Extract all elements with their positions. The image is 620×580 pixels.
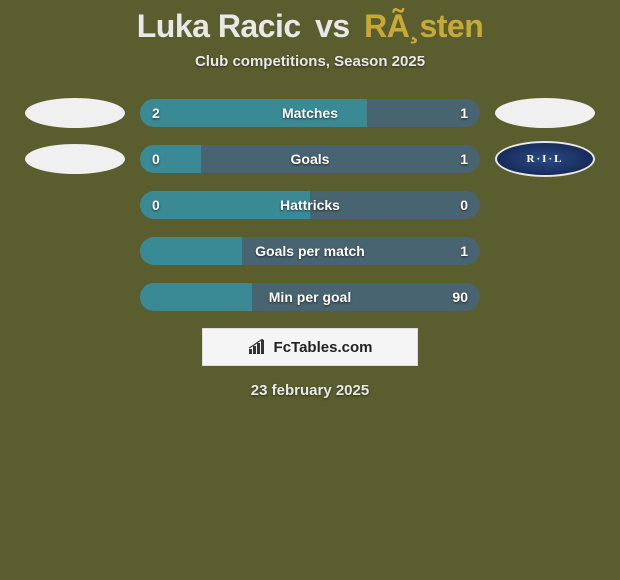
- team-badge-ellipse: [495, 98, 595, 128]
- metric-label: Min per goal: [269, 289, 351, 305]
- stat-row: 2 Matches 1: [0, 98, 620, 128]
- stat-row: 0 Hattricks 0: [0, 190, 620, 220]
- player1-name: Luka Racic: [137, 8, 301, 44]
- stat-bar: 0 Goals 1: [140, 145, 480, 173]
- brand-badge: FcTables.com: [202, 328, 418, 366]
- vs-label: vs: [315, 8, 350, 44]
- right-badge: R·I·L: [490, 141, 600, 177]
- left-value: 0: [152, 151, 176, 167]
- stat-bar: 0 Hattricks 0: [140, 191, 480, 219]
- metric-label: Hattricks: [280, 197, 340, 213]
- metric-label: Matches: [282, 105, 338, 121]
- metric-label: Goals per match: [255, 243, 365, 259]
- subtitle: Club competitions, Season 2025: [0, 53, 620, 70]
- left-badge: [20, 98, 130, 128]
- metric-label: Goals: [291, 151, 330, 167]
- right-value: 0: [444, 197, 468, 213]
- date-label: 23 february 2025: [0, 382, 620, 399]
- player2-name: RÃ¸sten: [364, 8, 483, 44]
- brand-text: FcTables.com: [274, 339, 373, 356]
- team-badge-ellipse: [25, 98, 125, 128]
- stat-row: 0 Goals 1 R·I·L: [0, 144, 620, 174]
- left-value: 0: [152, 197, 176, 213]
- right-badge: [490, 98, 600, 128]
- stat-bar: 2 Matches 1: [140, 99, 480, 127]
- stat-rows: 2 Matches 1 0 Goals: [0, 98, 620, 312]
- main-title: Luka Racic vs RÃ¸sten: [0, 8, 620, 45]
- team-badge-ellipse: [25, 144, 125, 174]
- left-value: 2: [152, 105, 176, 121]
- right-value: 1: [444, 243, 468, 259]
- stat-row: Min per goal 90: [0, 282, 620, 312]
- right-value: 1: [444, 151, 468, 167]
- stat-bar: Min per goal 90: [140, 283, 480, 311]
- comparison-infographic: Luka Racic vs RÃ¸sten Club competitions,…: [0, 0, 620, 399]
- stat-row: Goals per match 1: [0, 236, 620, 266]
- chart-icon: [248, 339, 268, 355]
- right-value: 1: [444, 105, 468, 121]
- stat-bar: Goals per match 1: [140, 237, 480, 265]
- left-badge: [20, 144, 130, 174]
- right-value: 90: [444, 289, 468, 305]
- ril-badge: R·I·L: [495, 141, 595, 177]
